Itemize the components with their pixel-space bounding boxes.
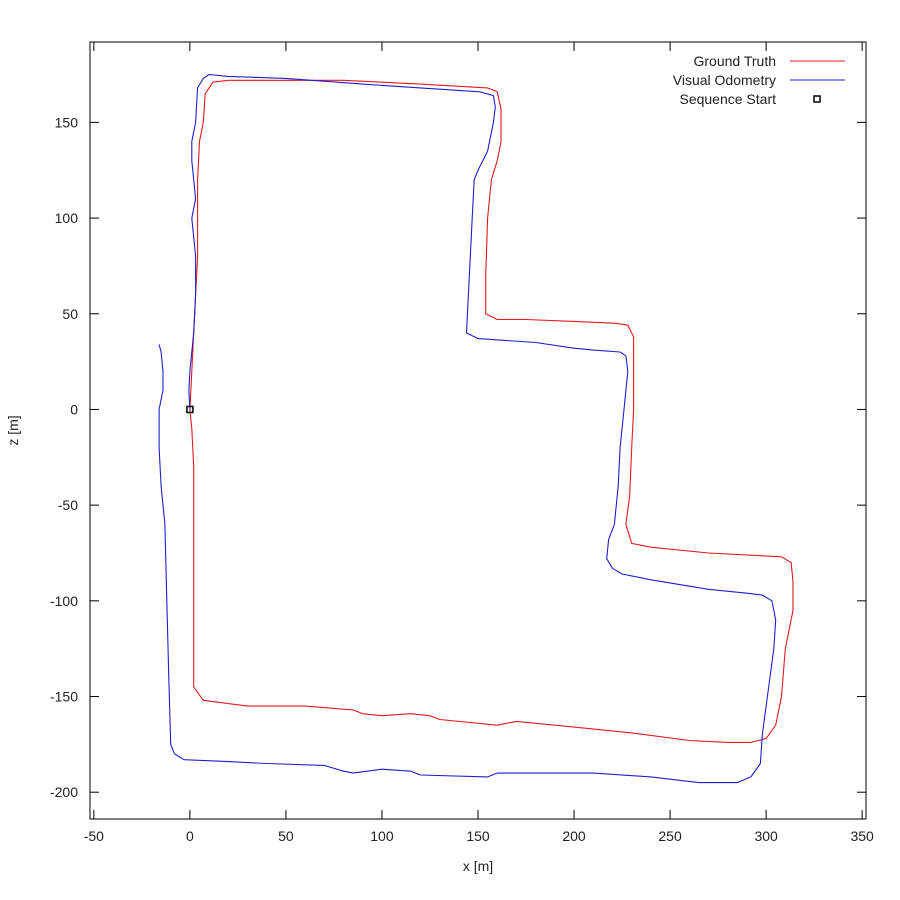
y-tick-label: 150 — [55, 114, 79, 130]
y-axis-label: z [m] — [5, 415, 21, 445]
legend-visual-odometry-label: Visual Odometry — [673, 72, 776, 88]
x-tick-label: 150 — [466, 828, 490, 844]
legend-sequence-start-swatch — [813, 95, 821, 103]
y-tick-label: -100 — [50, 593, 78, 609]
y-tick-label: 50 — [62, 306, 78, 322]
visual-odometry-line — [158, 73, 777, 784]
y-tick-label: -200 — [50, 784, 78, 800]
y-tick-label: 100 — [55, 210, 79, 226]
x-tick-label: 300 — [754, 828, 778, 844]
x-tick-label: -50 — [84, 828, 104, 844]
x-axis-label: x [m] — [463, 858, 493, 874]
plot-area-frame — [89, 41, 867, 820]
sequence-start-marker — [186, 405, 194, 414]
x-tick-label: 100 — [370, 828, 394, 844]
x-tick-label: 50 — [278, 828, 294, 844]
ground-truth-line — [189, 79, 794, 743]
x-tick-label: 0 — [186, 828, 194, 844]
x-tick-label: 200 — [562, 828, 586, 844]
x-tick-label: 250 — [658, 828, 682, 844]
legend-ground-truth-label: Ground Truth — [694, 53, 777, 69]
series-layer — [158, 73, 794, 784]
x-tick-label: 350 — [850, 828, 874, 844]
legend-sequence-start-label: Sequence Start — [679, 91, 776, 107]
y-tick-label: -50 — [58, 497, 78, 513]
legend: Ground Truth Visual Odometry Sequence Star… — [673, 53, 845, 107]
y-tick-label: 0 — [70, 401, 78, 417]
y-tick-label: -150 — [50, 689, 78, 705]
axis-ticks: -50 0 50 100 150 200 250 300 350 150 100 50 0 -50 -100… — [50, 42, 874, 844]
